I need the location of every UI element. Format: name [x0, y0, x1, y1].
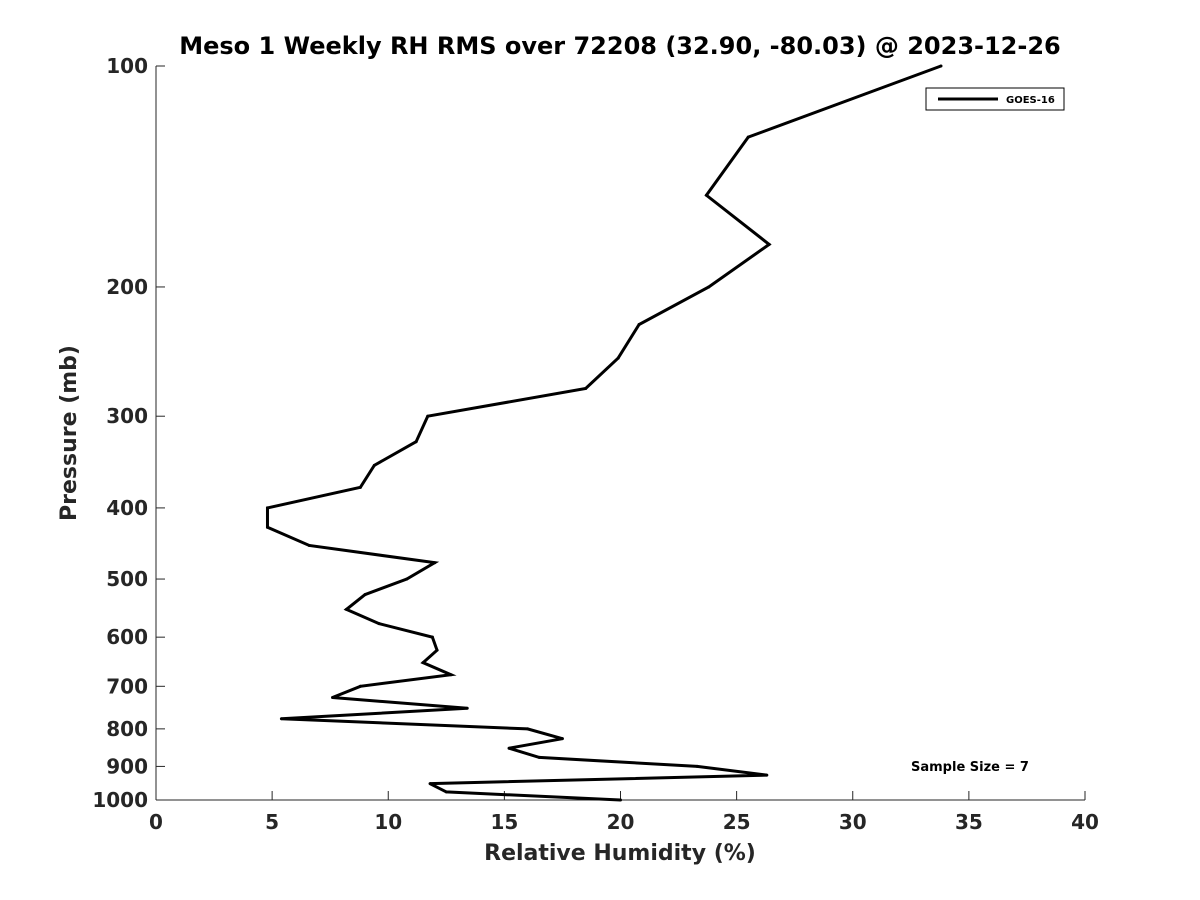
data-point: [433, 561, 437, 565]
data-point: [265, 506, 269, 510]
data-point: [344, 607, 348, 611]
data-point: [767, 242, 771, 246]
data-point: [695, 764, 699, 768]
series-layer: [265, 64, 943, 802]
data-point: [430, 635, 434, 639]
y-tick-label: 600: [106, 625, 148, 649]
data-point: [616, 356, 620, 360]
data-point: [405, 577, 409, 581]
y-axis-label: Pressure (mb): [57, 345, 82, 521]
x-ticks: 0 5 10 15 20 25 30 35 40: [149, 791, 1099, 834]
data-point: [279, 717, 283, 721]
data-point: [265, 525, 269, 529]
data-point: [414, 440, 418, 444]
x-tick-label: 35: [955, 810, 983, 834]
data-point: [428, 782, 432, 786]
data-point: [560, 737, 564, 741]
data-point: [358, 485, 362, 489]
y-tick-label: 500: [106, 567, 148, 591]
data-point: [372, 463, 376, 467]
data-point: [537, 755, 541, 759]
y-tick-label: 300: [106, 404, 148, 428]
data-point: [619, 798, 622, 802]
data-point: [331, 695, 335, 699]
x-tick-label: 0: [149, 810, 163, 834]
data-point: [307, 543, 311, 547]
x-tick-label: 5: [265, 810, 279, 834]
x-tick-label: 15: [490, 810, 518, 834]
x-tick-label: 20: [607, 810, 635, 834]
data-point: [704, 193, 708, 197]
legend: GOES-16: [925, 87, 1065, 111]
data-point: [507, 746, 511, 750]
data-point: [444, 790, 448, 794]
sample-size-annotation: Sample Size = 7: [911, 760, 1029, 775]
x-tick-label: 30: [839, 810, 867, 834]
data-point: [358, 684, 362, 688]
chart-title: Meso 1 Weekly RH RMS over 72208 (32.90, …: [179, 32, 1061, 60]
data-point: [363, 593, 367, 597]
data-point: [939, 64, 943, 68]
data-point: [377, 622, 381, 626]
data-point: [637, 323, 641, 327]
y-tick-label: 400: [106, 496, 148, 520]
data-point: [465, 706, 469, 710]
y-ticks: 100 200 300 400 500 600 700 800 900 1000: [92, 54, 165, 812]
data-point: [707, 285, 711, 289]
y-tick-label: 100: [106, 54, 148, 78]
x-tick-label: 10: [374, 810, 402, 834]
x-axis-label: Relative Humidity (%): [484, 841, 756, 866]
y-tick-label: 700: [106, 674, 148, 698]
data-point: [426, 414, 430, 418]
data-point: [526, 727, 530, 731]
y-tick-label: 200: [106, 275, 148, 299]
y-tick-label: 800: [106, 717, 148, 741]
data-point: [435, 648, 439, 652]
data-point: [421, 661, 425, 665]
y-tick-label: 900: [106, 754, 148, 778]
data-point: [449, 673, 453, 677]
x-tick-label: 40: [1071, 810, 1099, 834]
y-tick-label: 1000: [92, 788, 148, 812]
data-point: [584, 386, 588, 390]
data-point: [746, 135, 750, 139]
legend-label: GOES-16: [1006, 95, 1055, 106]
x-tick-label: 25: [723, 810, 751, 834]
data-point: [765, 773, 769, 777]
